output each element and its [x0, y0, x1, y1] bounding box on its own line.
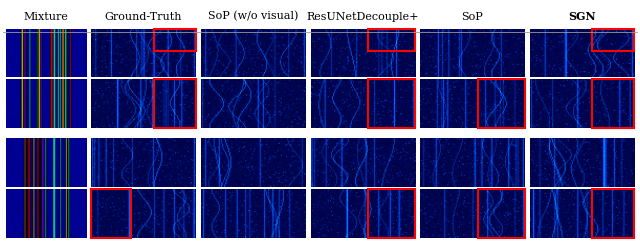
Bar [154, 79, 196, 128]
Bar [154, 29, 196, 51]
Bar [593, 79, 634, 128]
Bar [368, 189, 415, 238]
Text: SGN: SGN [568, 11, 596, 22]
Text: S1: S1 [93, 48, 106, 58]
Text: SoP: SoP [461, 12, 483, 22]
Text: Ground-Truth: Ground-Truth [105, 12, 182, 22]
Bar [368, 79, 415, 128]
Text: S2: S2 [93, 209, 106, 218]
Text: ResUNetDecouple+: ResUNetDecouple+ [307, 12, 419, 22]
Bar [477, 189, 525, 238]
Bar [368, 29, 415, 51]
Bar [593, 29, 634, 51]
Text: S1: S1 [93, 158, 106, 167]
Bar [477, 79, 525, 128]
Text: SoP (w/o visual): SoP (w/o visual) [208, 11, 298, 22]
Text: S2: S2 [93, 99, 106, 108]
Bar [593, 189, 634, 238]
Bar [92, 189, 131, 238]
Text: Mixture: Mixture [24, 12, 68, 22]
